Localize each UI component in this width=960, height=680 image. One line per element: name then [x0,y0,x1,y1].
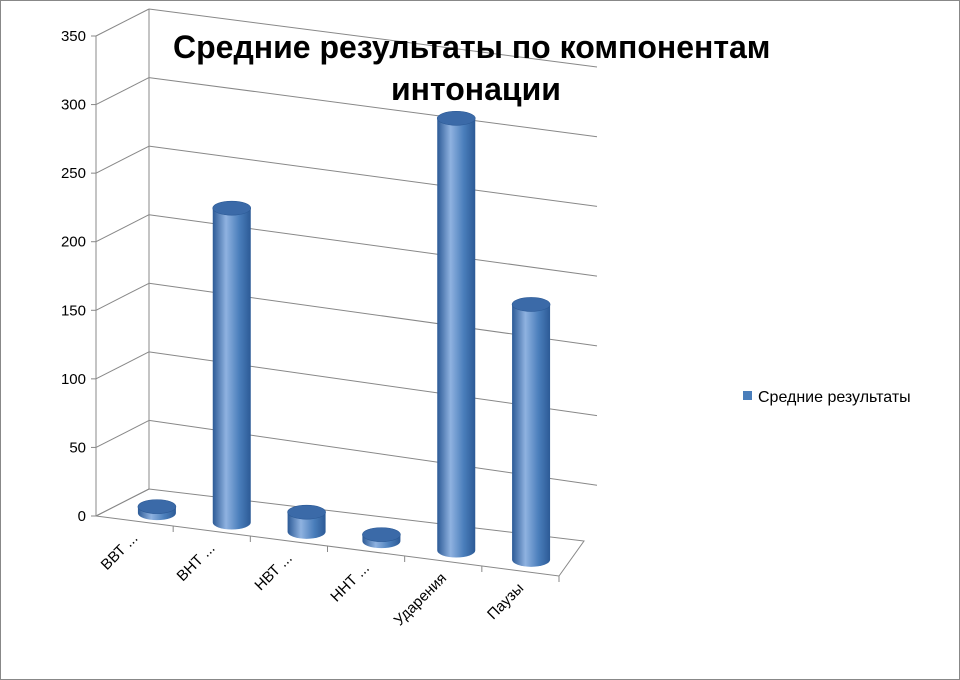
gridline-side-50 [95,419,150,448]
x-tick-label: НВТ ... [251,550,295,594]
gridline-250 [148,145,598,207]
y-axis-ticks: 0 50 100 150 200 250 300 350 [61,28,96,525]
legend: Средние результаты [743,389,911,406]
gridline-side-150 [95,282,150,311]
bar-top [436,110,476,126]
bar-body [287,512,326,539]
y-tick-label: 0 [78,508,86,525]
x-tick-label: ВНТ ... [174,540,219,585]
bar [212,200,252,530]
bar-top [362,527,401,542]
bars [137,110,551,567]
bar [436,110,476,558]
legend-swatch [743,391,752,400]
gridline-side-200 [95,214,150,243]
y-tick-label: 300 [61,97,86,114]
chart-title: Средние результаты по компонентам интона… [173,29,770,107]
bar [362,527,401,549]
bar-body [212,208,251,530]
y-tick-label: 100 [61,371,86,388]
gridline-side-100 [95,351,150,380]
x-axis-labels: ВВТ ... ВНТ ... НВТ ... ННТ ... Ударения Пауз… [98,526,560,629]
bar [511,297,551,567]
y-tick-label: 150 [61,302,86,319]
chart-title-line-1: Средние результаты по компонентам [173,29,770,65]
x-tick-label: ННТ ... [327,560,373,606]
bar [137,499,177,521]
bar-top [212,200,252,216]
bar-top [511,297,551,312]
legend-label: Средние результаты [758,389,911,406]
bar-body [437,118,476,558]
y-tick-label: 250 [61,165,86,182]
gridline-side-250 [95,145,150,174]
bar [287,504,326,539]
bar-top [287,504,326,520]
gridline-side-0 [95,488,150,517]
x-tick-label: Ударения [391,570,450,629]
y-tick-label: 350 [61,28,86,45]
x-tick-label: Паузы [484,580,527,623]
x-tick-label: ВВТ ... [98,530,142,574]
bar-top [137,499,177,514]
gridline-side-300 [95,77,150,106]
chart-title-line-2: интонации [391,71,561,107]
bar-body [512,304,551,567]
gridline-side-350 [95,8,150,37]
gridline-350 [148,8,598,68]
y-tick-label: 50 [69,439,86,456]
y-tick-label: 200 [61,234,86,251]
gridline-300 [148,77,598,138]
